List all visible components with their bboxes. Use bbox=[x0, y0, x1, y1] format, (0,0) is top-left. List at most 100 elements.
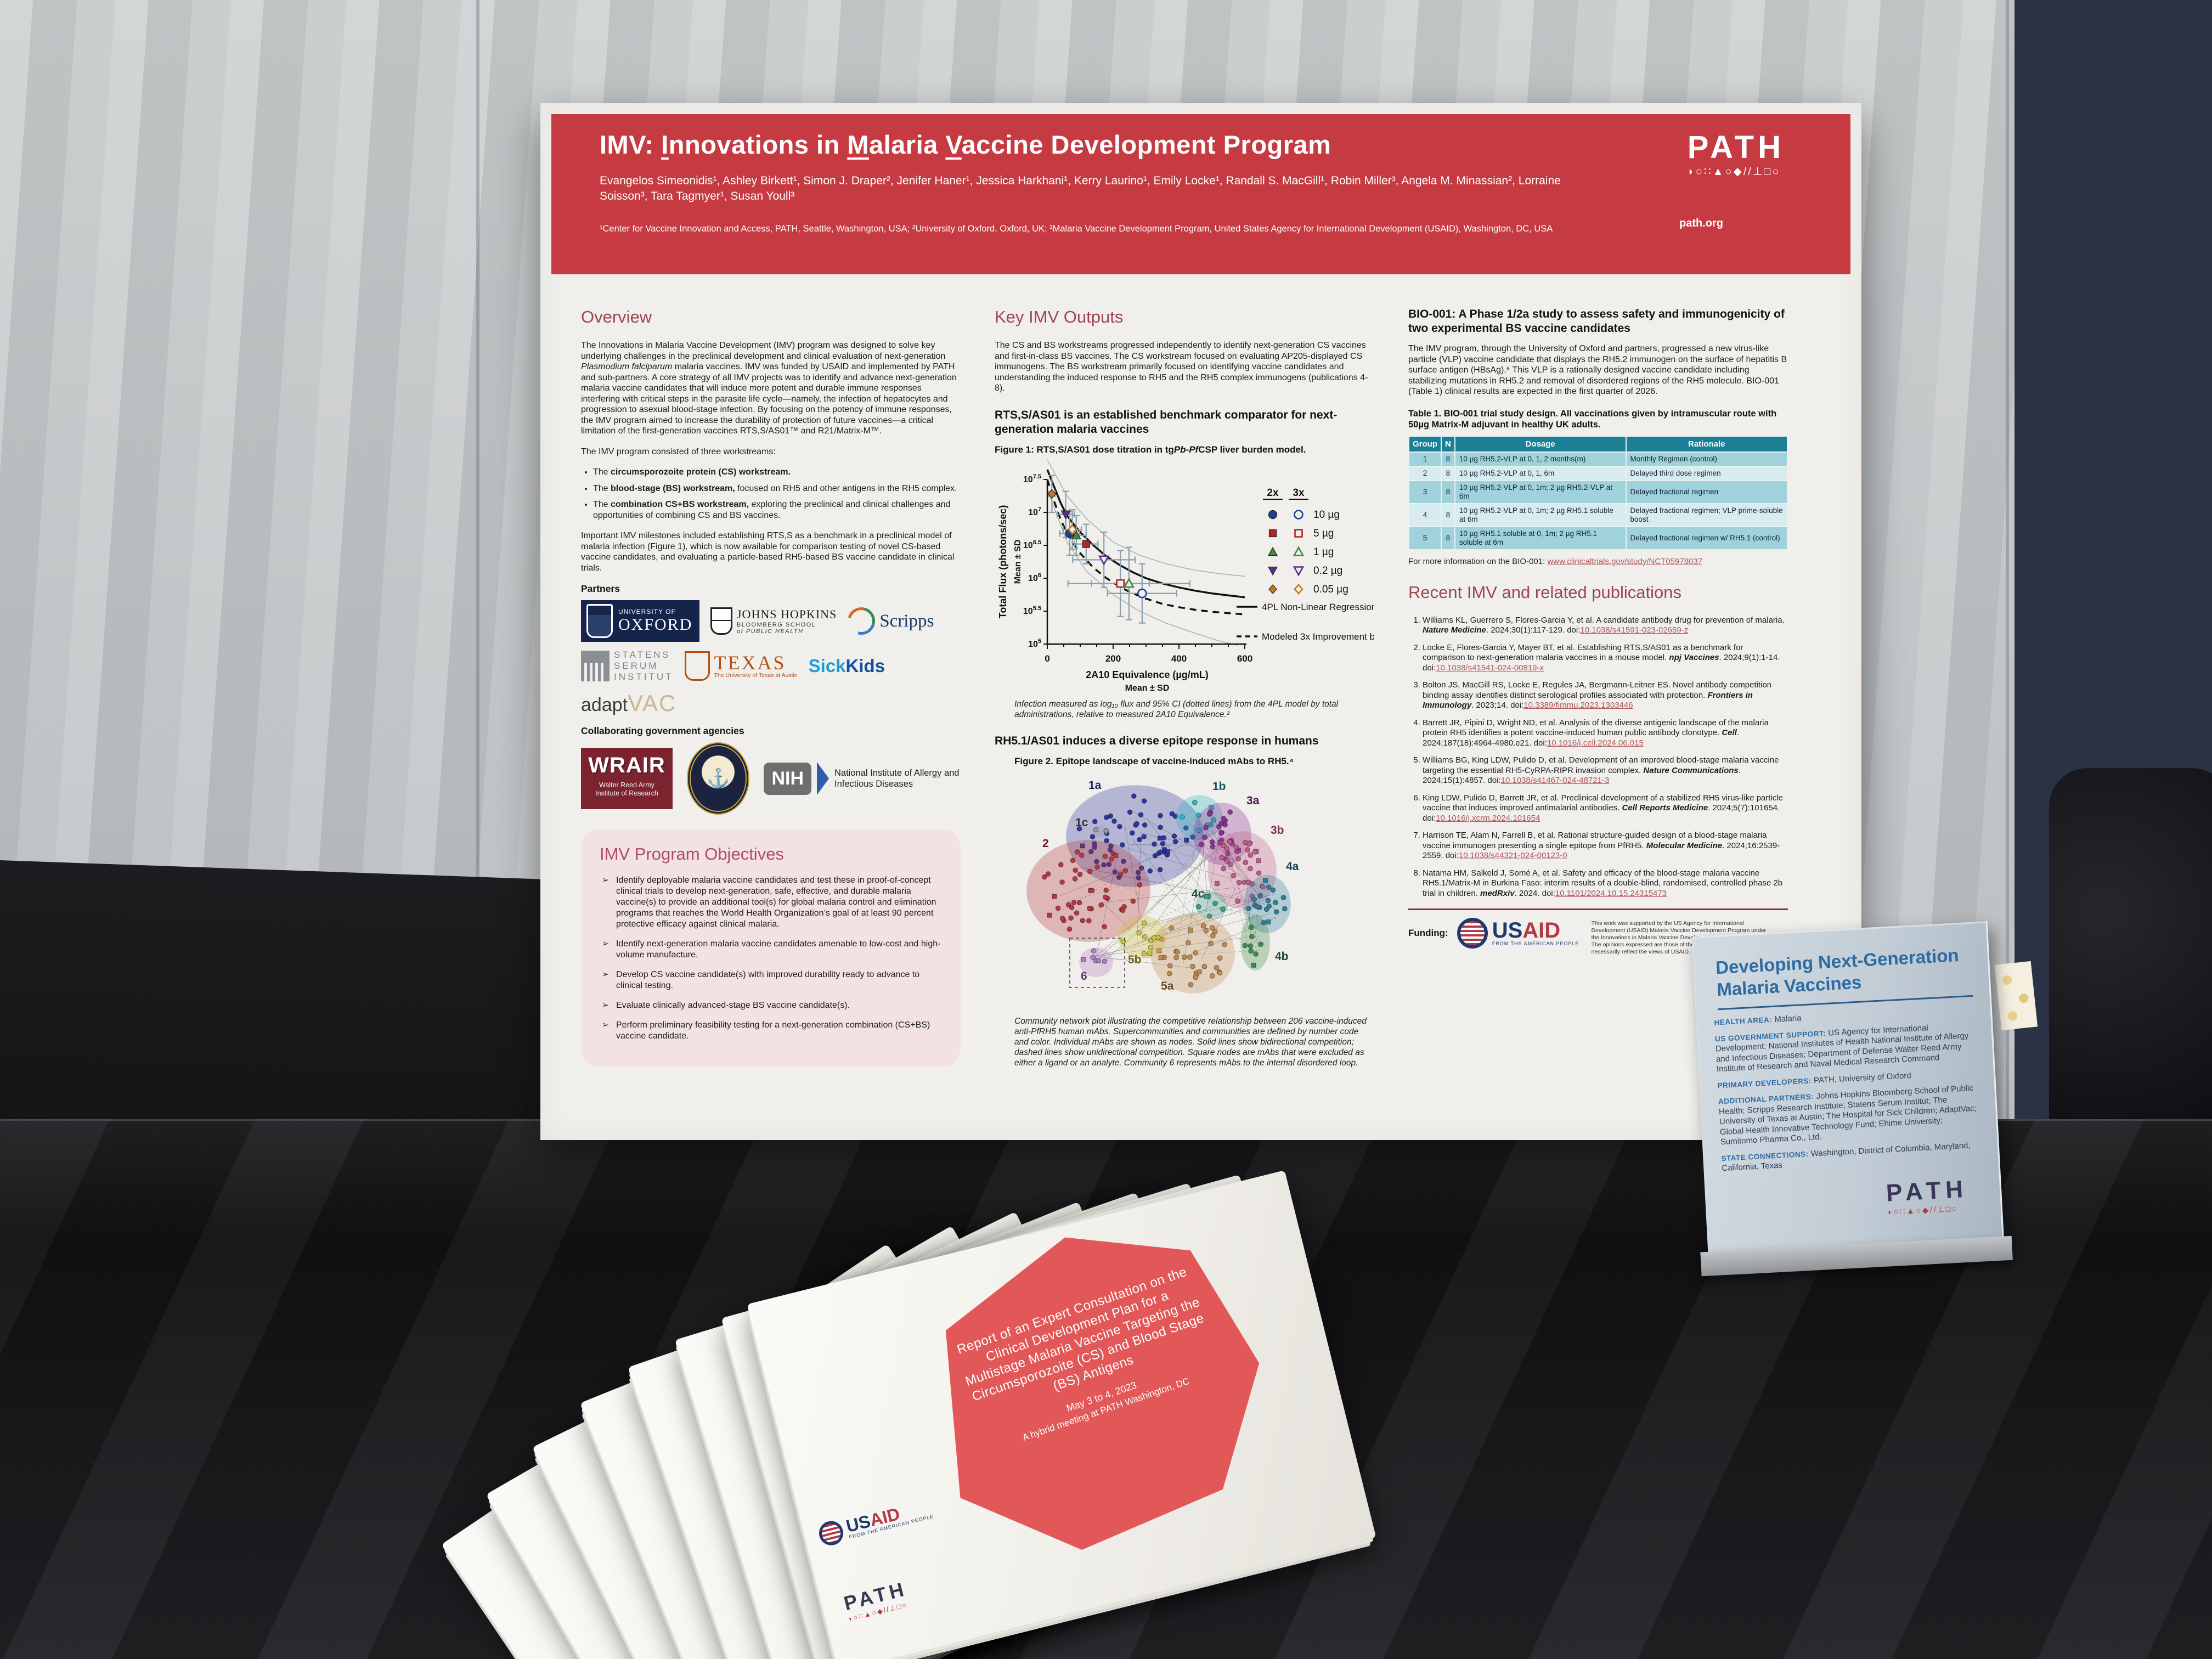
svg-text:4PL Non-Linear Regression: 4PL Non-Linear Regression bbox=[1262, 602, 1374, 612]
usaid-seal-icon bbox=[816, 1519, 846, 1548]
partners-heading: Partners bbox=[581, 583, 620, 594]
table-header: Rationale bbox=[1625, 435, 1788, 453]
more-info-line: For more information on the BIO-001: www… bbox=[1408, 557, 1788, 566]
overview-heading: Overview bbox=[581, 307, 652, 326]
milestones-paragraph: Important IMV milestones included establ… bbox=[581, 531, 955, 573]
svg-text:200: 200 bbox=[1105, 653, 1121, 664]
doi-link[interactable]: 10.1101/2024.10.15.24315473 bbox=[1555, 888, 1667, 898]
jh-line3: of PUBLIC HEALTH bbox=[737, 628, 804, 635]
svg-text:107.5: 107.5 bbox=[1023, 473, 1041, 484]
johns-hopkins-logo: JOHNS HOPKINS BLOOMBERG SCHOOL of PUBLIC… bbox=[710, 607, 837, 635]
bio001-heading: BIO-001: A Phase 1/2a study to assess sa… bbox=[1408, 308, 1785, 335]
svg-text:6: 6 bbox=[1081, 970, 1087, 983]
wall-seam bbox=[476, 0, 479, 1152]
path-glyphs-icon: ◗○∷▲○◆//⊥□○ bbox=[1687, 166, 1781, 178]
path-logo: PATH ◗○∷▲○◆//⊥□○ bbox=[1885, 1175, 1969, 1217]
table-row: 3 8 10 µg RH5.2-VLP at 0, 1m; 2 µg RH5.2-V… bbox=[1408, 479, 1788, 504]
figure1-caption: Infection measured as log₁₀ flux and 95%… bbox=[1014, 699, 1339, 719]
svg-text:2: 2 bbox=[1042, 837, 1049, 850]
path-wordmark: PATH bbox=[1687, 129, 1785, 165]
svg-text:1b: 1b bbox=[1212, 780, 1226, 793]
svg-text:5b: 5b bbox=[1128, 953, 1142, 966]
table-row: 2 8 10 µg RH5.2-VLP at 0, 1, 6m Delayed thi… bbox=[1408, 465, 1788, 481]
table-row: 4 8 10 µg RH5.2-VLP at 0, 1m; 2 µg RH5.1 s… bbox=[1408, 503, 1788, 527]
table-row: 5 8 10 µg RH5.1 soluble at 0, 1m; 2 µg RH5… bbox=[1408, 526, 1788, 550]
poster-title: IMV: Innovations in Malaria Vaccine Deve… bbox=[600, 130, 1331, 159]
ssi-line2: SERUM bbox=[614, 661, 659, 671]
sign-field: ADDITIONAL PARTNERS: Johns Hopkins Bloom… bbox=[1718, 1084, 1977, 1147]
doi-link[interactable]: 10.1038/s41541-024-00819-x bbox=[1436, 663, 1544, 673]
svg-text:0: 0 bbox=[1045, 653, 1049, 664]
svg-text:3a: 3a bbox=[1246, 794, 1260, 807]
clinicaltrials-link[interactable]: www.clinicaltrials.gov/study/NCT05978037 bbox=[1547, 556, 1703, 566]
publications-heading: Recent IMV and related publications bbox=[1408, 582, 1682, 602]
table1-caption: Table 1. BIO-001 trial study design. All… bbox=[1408, 408, 1777, 430]
scripps-word: Scripps bbox=[879, 611, 934, 631]
texas-shield-icon bbox=[684, 651, 710, 681]
ssi-line3: INSTITUT bbox=[614, 672, 674, 682]
figure1-dose-titration-chart: 105 105.5 106 106.5 107 107.5 0 200 400 600 2A10 E… bbox=[997, 459, 1374, 693]
nih-tag: NIH bbox=[764, 762, 811, 795]
objective-item: Evaluate clinically advanced-stage BS va… bbox=[602, 1000, 942, 1011]
fig2-subheading: RH5.1/AS01 induces a diverse epitope res… bbox=[995, 734, 1319, 747]
gov-agencies-heading: Collaborating government agencies bbox=[581, 725, 744, 736]
objectives-heading: IMV Program Objectives bbox=[600, 844, 784, 864]
booklet-red-heptagon: Report of an Expert Consultation on the … bbox=[899, 1199, 1293, 1577]
svg-text:1 µg: 1 µg bbox=[1313, 546, 1334, 558]
svg-text:106: 106 bbox=[1028, 572, 1041, 583]
oxford-line1: UNIVERSITY OF bbox=[618, 608, 676, 616]
table-header: Dosage bbox=[1454, 435, 1627, 453]
workstream-item: The circumsporozoite protein (CS) workst… bbox=[593, 467, 961, 478]
svg-text:4a: 4a bbox=[1286, 860, 1299, 873]
figure2-network-plot: 1a 1b 1c 2 3a 3b 4a 4b 4c 5a 5b 6 bbox=[1026, 779, 1299, 994]
nih-niaid-logo: NIH National Institute of Allergy and In… bbox=[764, 762, 961, 795]
texas-word: TEXAS bbox=[714, 652, 786, 674]
svg-text:1c: 1c bbox=[1075, 816, 1088, 829]
svg-text:Mean ± SD: Mean ± SD bbox=[1013, 539, 1023, 584]
statens-serum-logo: STATENS SERUM INSTITUT bbox=[581, 650, 674, 682]
jh-line2: BLOOMBERG SCHOOL bbox=[737, 622, 816, 628]
figure1-label: Figure 1: RTS,S/AS01 dose titration in t… bbox=[995, 444, 1306, 455]
objective-item: Identify deployable malaria vaccine cand… bbox=[602, 875, 942, 930]
sickkids-b: Kids bbox=[845, 656, 885, 676]
svg-text:600: 600 bbox=[1237, 653, 1252, 664]
doi-link[interactable]: 10.1038/s44321-024-00123-0 bbox=[1458, 851, 1567, 860]
divider-rule bbox=[1408, 909, 1788, 910]
objective-item: Perform preliminary feasibility testing … bbox=[602, 1020, 942, 1042]
wrair-word: WRAIR bbox=[588, 753, 665, 777]
publication-item: Williams BG, King LDW, Pulido D, et al. … bbox=[1423, 755, 1788, 786]
texas-sub: The University of Texas at Austin bbox=[714, 672, 798, 679]
workstreams-list: The circumsporozoite protein (CS) workst… bbox=[581, 467, 961, 521]
gov-agency-logos: WRAIR Walter Reed Army Institute of Rese… bbox=[581, 742, 961, 815]
bio001-paragraph: The IMV program, through the University … bbox=[1408, 344, 1787, 396]
svg-text:2x: 2x bbox=[1267, 487, 1279, 499]
svg-text:4c: 4c bbox=[1192, 888, 1205, 900]
poster-affiliations: ¹Center for Vaccine Innovation and Acces… bbox=[600, 224, 1553, 234]
more-info-label: For more information on the BIO-001: bbox=[1408, 556, 1548, 566]
acrylic-sign-holder: Developing Next-Generation Malaria Vacci… bbox=[1691, 921, 2013, 1277]
doi-link[interactable]: 10.3389/fimmu.2023.1303446 bbox=[1523, 701, 1633, 710]
table-row: 1 8 10 µg RH5.2-VLP at 0, 1, 2 months(m) Mo… bbox=[1408, 451, 1788, 467]
poster-column-outputs: Key IMV Outputs The CS and BS workstream… bbox=[995, 307, 1374, 1074]
doi-link[interactable]: 10.1038/s41467-024-48721-3 bbox=[1500, 776, 1610, 785]
sickkids-a: Sick bbox=[808, 656, 846, 676]
ssi-line1: STATENS bbox=[614, 650, 671, 660]
objective-item: Develop CS vaccine candidate(s) with imp… bbox=[602, 969, 942, 991]
doi-link[interactable]: 10.1016/j.xcrm.2024.101654 bbox=[1436, 813, 1541, 823]
svg-text:3x: 3x bbox=[1293, 487, 1305, 499]
svg-text:Mean ± SD: Mean ± SD bbox=[1125, 684, 1170, 693]
figure2-caption: Community network plot illustrating the … bbox=[1014, 1016, 1367, 1068]
publication-item: Natama HM, Salkeld J, Somé A, et al. Saf… bbox=[1423, 868, 1788, 899]
table-header: Group bbox=[1408, 435, 1442, 453]
sign-fields: HEALTH AREA: Malaria US GOVERNMENT SUPPOR… bbox=[1714, 1005, 1984, 1174]
scripps-logo: Scripps bbox=[843, 602, 934, 640]
figure2-label: Figure 2. Epitope landscape of vaccine-i… bbox=[1014, 755, 1294, 766]
usaid-tagline: FROM THE AMERICAN PEOPLE bbox=[1492, 941, 1579, 946]
doi-link[interactable]: 10.1016/j.cell.2024.06.015 bbox=[1547, 738, 1644, 748]
poster-header: IMV: Innovations in Malaria Vaccine Deve… bbox=[551, 114, 1850, 274]
doi-link[interactable]: 10.1038/s41591-023-02659-z bbox=[1580, 625, 1689, 635]
scripps-swirl-icon bbox=[843, 602, 881, 640]
key-outputs-heading: Key IMV Outputs bbox=[995, 307, 1124, 326]
imv-objectives-box: IMV Program Objectives Identify deployab… bbox=[581, 829, 961, 1067]
